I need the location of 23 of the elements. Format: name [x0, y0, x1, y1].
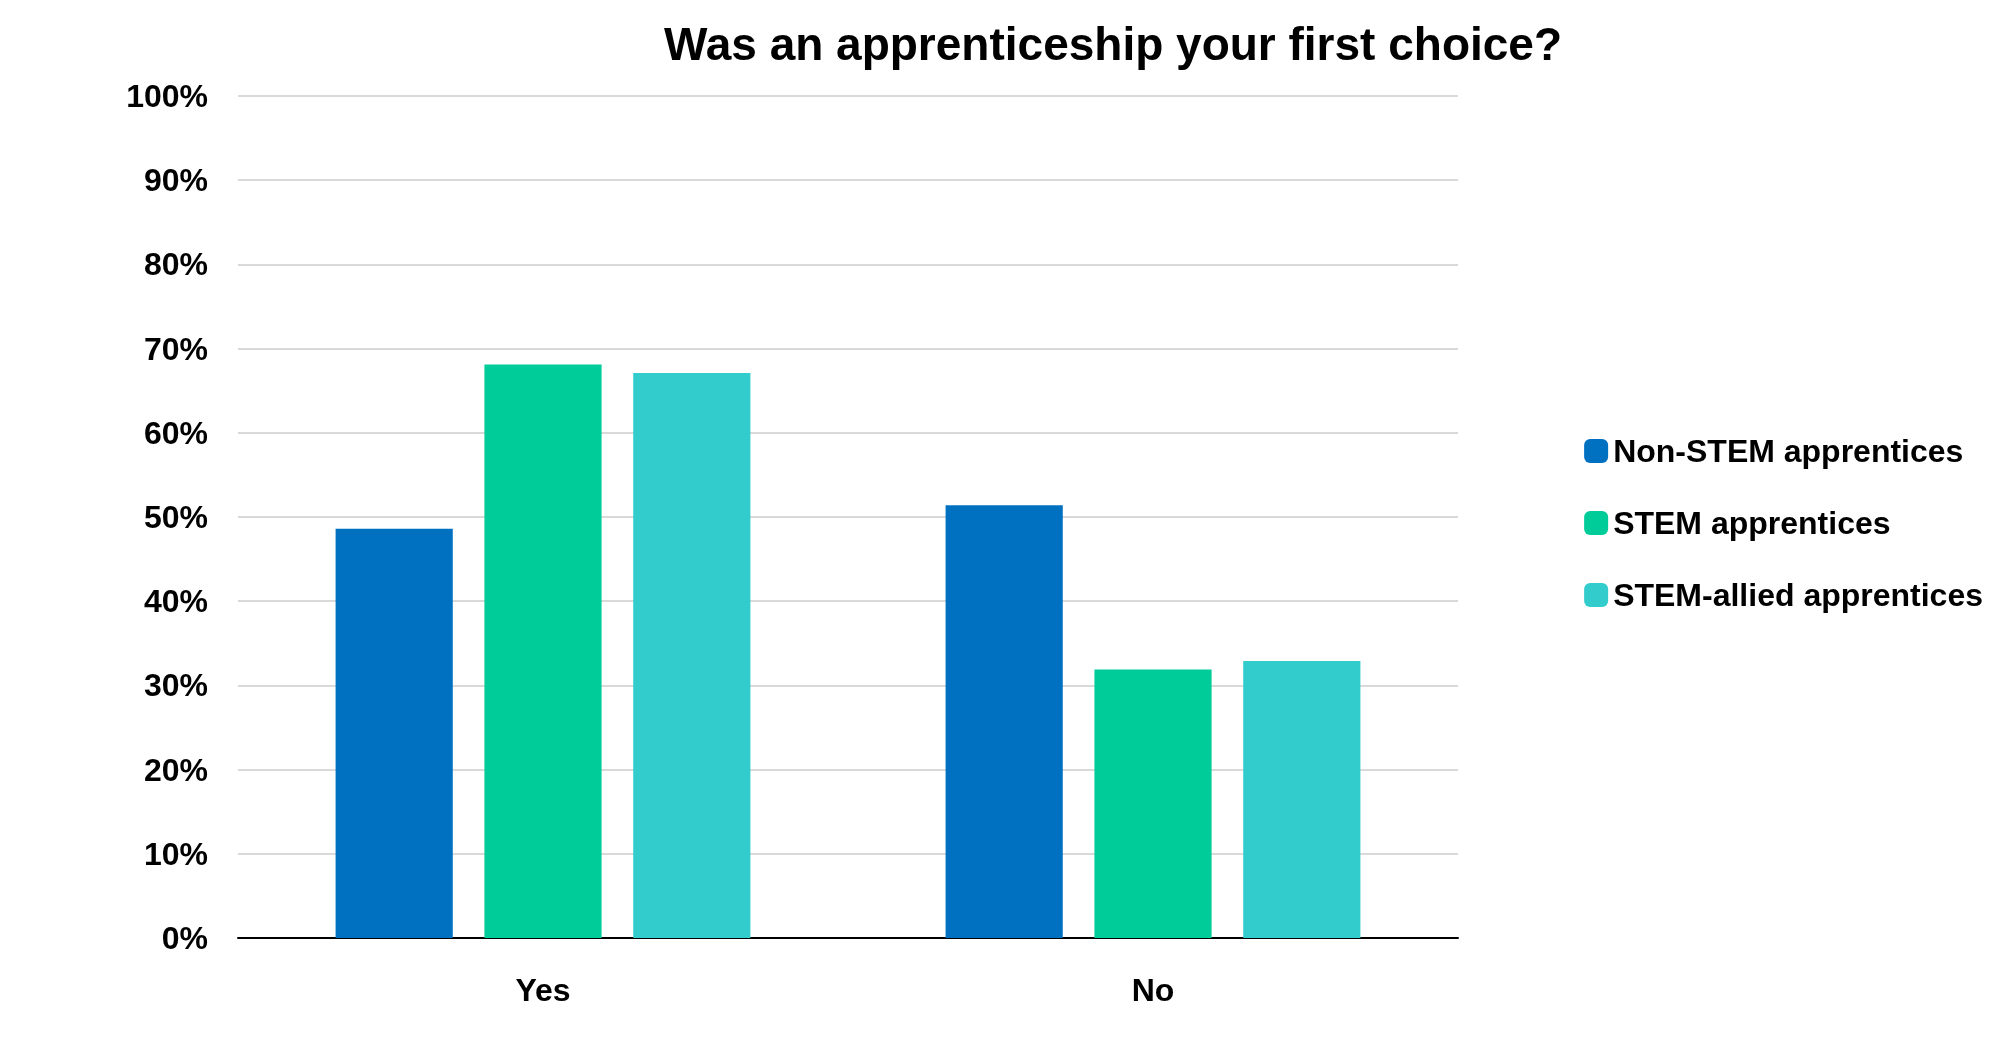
legend-label: STEM-allied apprentices — [1613, 577, 1983, 613]
y-tick-label: 0% — [161, 920, 208, 956]
bar — [1243, 660, 1361, 938]
y-tick-label: 10% — [143, 835, 208, 872]
y-tick-label: 40% — [143, 583, 208, 620]
y-tick-label: 50% — [143, 499, 208, 535]
y-tick-label: 20% — [143, 751, 208, 788]
y-tick-label: 60% — [143, 414, 208, 451]
legend-label: STEM apprentices — [1613, 505, 1891, 541]
y-tick-label: 80% — [143, 246, 208, 283]
bar — [484, 364, 602, 938]
bar — [1094, 669, 1212, 938]
bar — [945, 505, 1063, 938]
y-tick-label: 100% — [126, 78, 208, 114]
legend-label: Non-STEM apprentices — [1613, 433, 1964, 469]
y-tick-label: 30% — [143, 667, 208, 704]
x-tick-label: Yes — [515, 972, 571, 1008]
bar — [633, 373, 751, 938]
x-tick-label: No — [1131, 972, 1175, 1008]
y-tick-label: 90% — [143, 162, 208, 199]
chart-title: Was an apprenticeship your first choice? — [663, 18, 1563, 70]
y-tick-label: 70% — [143, 330, 208, 367]
bar — [335, 528, 453, 938]
